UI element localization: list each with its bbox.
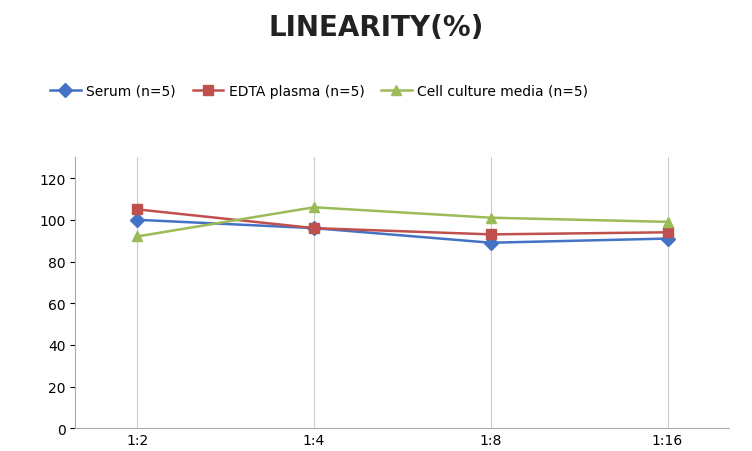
- Cell culture media (n=5): [132, 234, 141, 239]
- Text: LINEARITY(%): LINEARITY(%): [268, 14, 484, 41]
- Cell culture media (n=5): [487, 216, 496, 221]
- EDTA plasma (n=5): [132, 207, 141, 212]
- Legend: Serum (n=5), EDTA plasma (n=5), Cell culture media (n=5): Serum (n=5), EDTA plasma (n=5), Cell cul…: [44, 79, 593, 104]
- EDTA plasma (n=5): [663, 230, 672, 235]
- Cell culture media (n=5): [663, 220, 672, 225]
- Serum (n=5): [132, 217, 141, 223]
- Line: Cell culture media (n=5): Cell culture media (n=5): [132, 203, 672, 242]
- EDTA plasma (n=5): [487, 232, 496, 238]
- EDTA plasma (n=5): [309, 226, 318, 231]
- Line: Serum (n=5): Serum (n=5): [132, 216, 672, 248]
- Serum (n=5): [487, 240, 496, 246]
- Serum (n=5): [309, 226, 318, 231]
- Line: EDTA plasma (n=5): EDTA plasma (n=5): [132, 205, 672, 240]
- Serum (n=5): [663, 236, 672, 242]
- Cell culture media (n=5): [309, 205, 318, 211]
